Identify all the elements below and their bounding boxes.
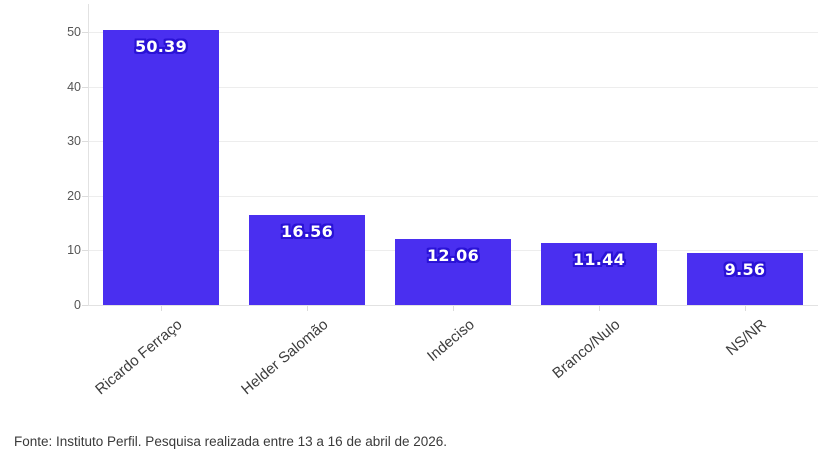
x-axis-line	[88, 305, 818, 306]
x-axis-category-label: Indeciso	[424, 316, 478, 365]
gridline	[88, 32, 818, 33]
bar-value-label: 16.56	[280, 221, 334, 241]
x-tick-mark	[161, 306, 162, 311]
bar-value-label: 9.56	[724, 259, 766, 279]
bar: 9.56	[686, 252, 804, 305]
x-axis-category-label: Branco/Nulo	[549, 316, 624, 383]
x-axis-category-label: Helder Salomão	[238, 316, 332, 399]
x-tick-mark	[453, 306, 454, 311]
y-axis-tick-label: 50	[67, 25, 81, 39]
x-tick-mark	[307, 306, 308, 311]
bar: 50.39	[102, 29, 220, 305]
x-tick-mark	[745, 306, 746, 311]
y-axis-tick-label: 20	[67, 188, 81, 203]
bar-value-label: 50.39	[134, 36, 188, 56]
x-axis-category-label: Ricardo Ferraço	[92, 316, 186, 399]
y-tick-mark	[82, 250, 88, 252]
bar: 11.44	[540, 242, 658, 305]
y-tick-mark	[82, 32, 88, 33]
y-axis-tick-label: 10	[67, 243, 81, 258]
x-axis-category-label: NS/NR	[723, 316, 770, 360]
y-tick-mark	[82, 141, 88, 143]
y-axis-tick-label: 0	[74, 298, 81, 312]
bar: 16.56	[248, 214, 366, 305]
y-tick-mark	[82, 305, 88, 306]
x-tick-mark	[599, 306, 600, 311]
source-note: Fonte: Instituto Perfil. Pesquisa realiz…	[14, 434, 448, 449]
gridline	[88, 195, 818, 197]
y-axis-line	[88, 4, 89, 305]
y-axis-tick-label: 30	[67, 134, 81, 149]
y-axis-tick-label: 40	[67, 79, 81, 94]
bar-value-label: 11.44	[572, 249, 626, 269]
gridline	[88, 86, 818, 88]
y-tick-mark	[82, 195, 88, 197]
gridline	[88, 141, 818, 143]
y-tick-mark	[82, 86, 88, 88]
bar-value-label: 12.06	[426, 246, 480, 266]
bar: 12.06	[394, 239, 512, 305]
